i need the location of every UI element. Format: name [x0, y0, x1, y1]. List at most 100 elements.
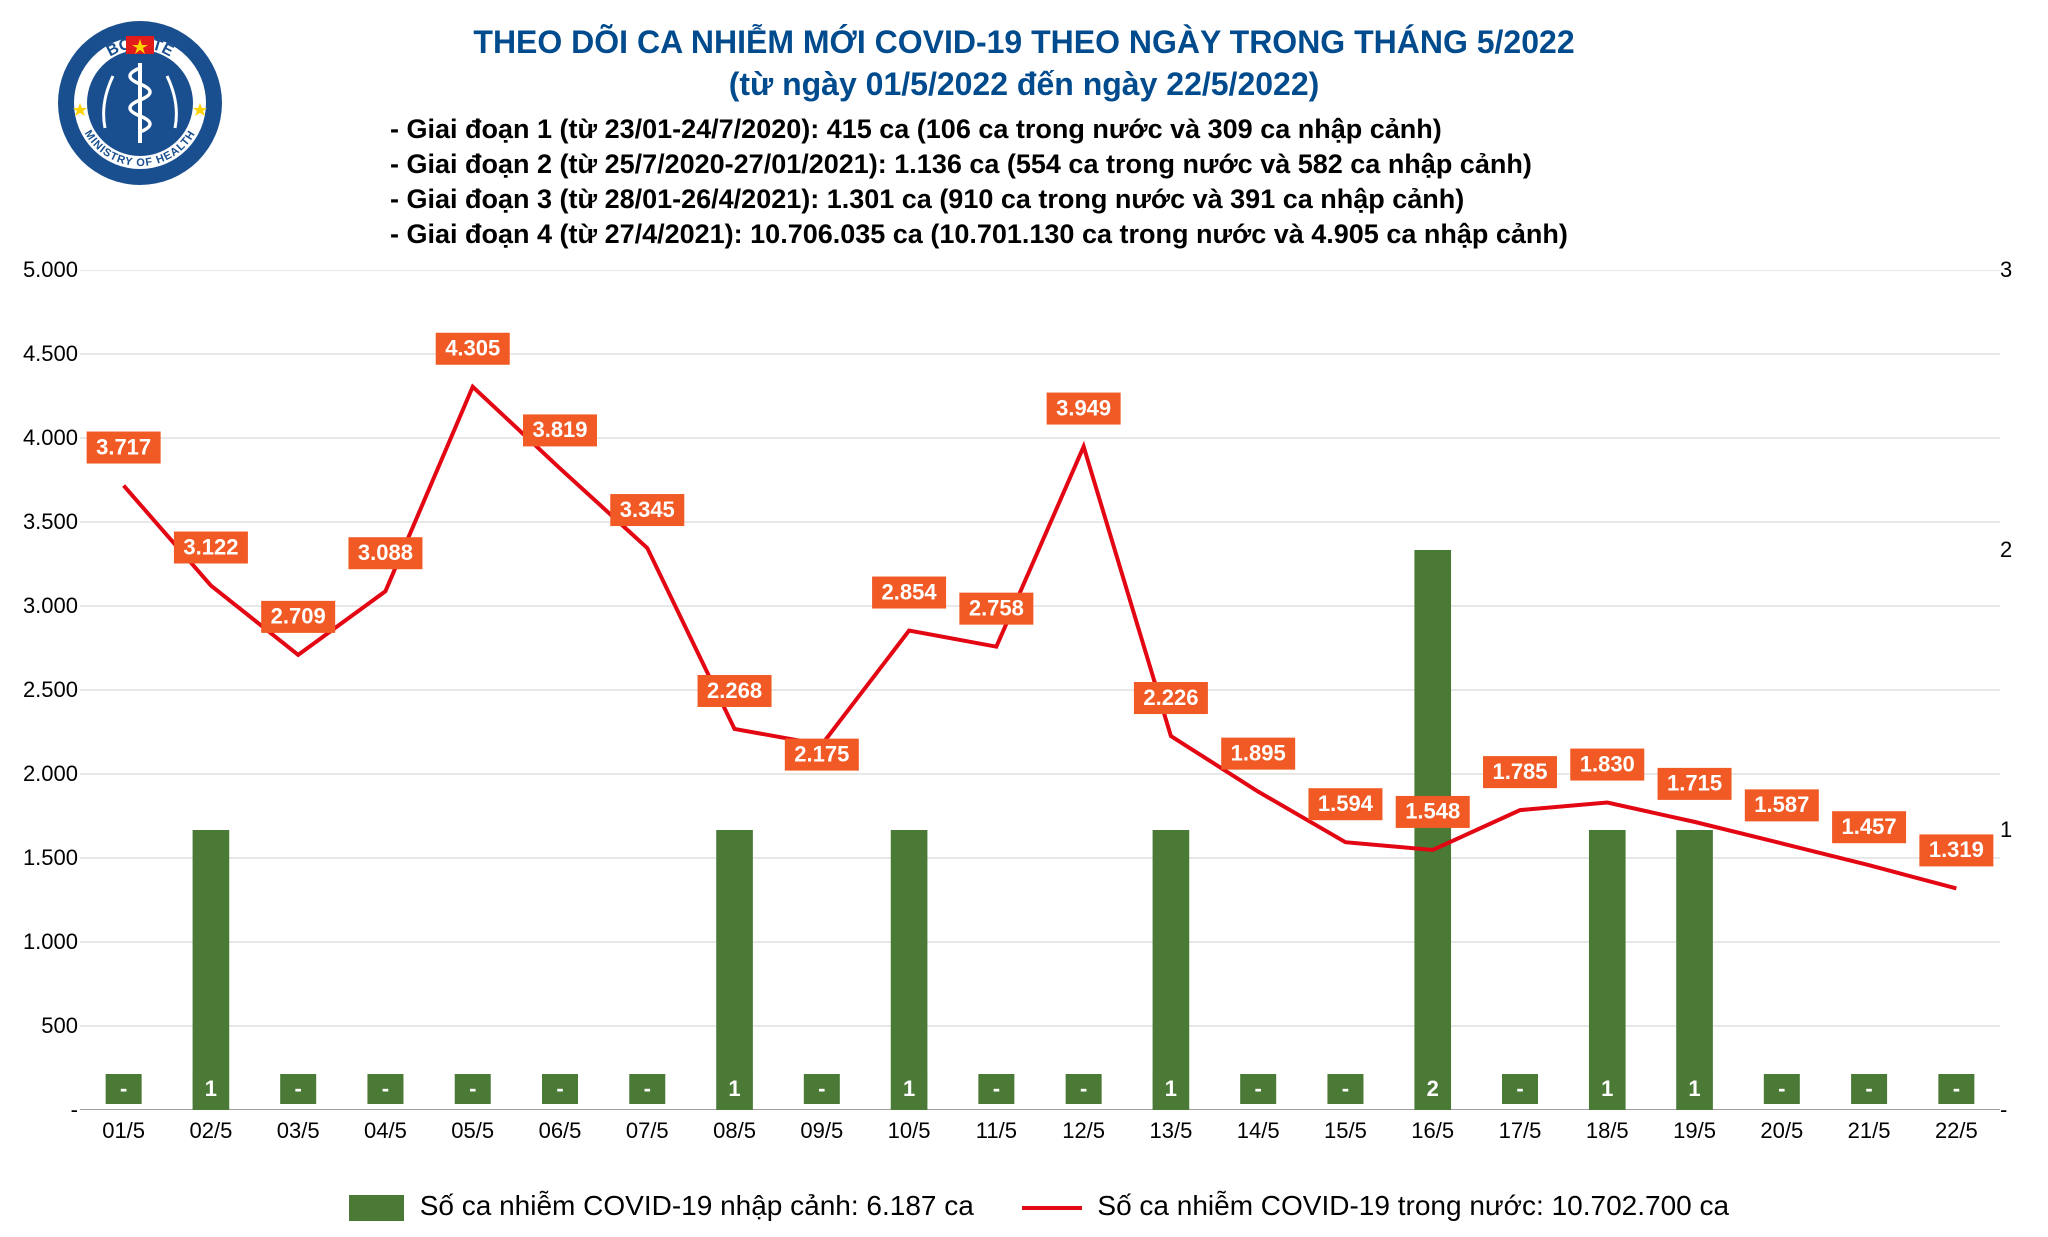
yleft-tick: 4.500	[8, 341, 78, 367]
x-tick: 11/5	[976, 1118, 1017, 1144]
x-tick: 04/5	[364, 1118, 407, 1144]
chart-title: THEO DÕI CA NHIỄM MỚI COVID-19 THEO NGÀY…	[0, 22, 2048, 105]
bar	[1676, 830, 1713, 1110]
bar-label: 1	[1601, 1076, 1613, 1101]
x-tick: 01/5	[102, 1118, 145, 1144]
y-axis-left: -5001.0001.5002.0002.5003.0003.5004.0004…	[8, 270, 78, 1110]
x-tick: 06/5	[539, 1118, 582, 1144]
line-label: 3.088	[358, 540, 413, 565]
yright-tick: 3	[2000, 257, 2040, 283]
bar	[716, 830, 753, 1110]
line-label: 1.548	[1405, 799, 1460, 824]
line-label: 1.785	[1492, 759, 1547, 784]
line-label: 1.594	[1318, 791, 1374, 816]
x-tick: 17/5	[1499, 1118, 1542, 1144]
line-label: 1.895	[1231, 740, 1286, 765]
bar-label: 1	[1165, 1076, 1177, 1101]
line-label: 2.268	[707, 678, 762, 703]
x-tick: 07/5	[626, 1118, 669, 1144]
legend-bar-swatch	[349, 1195, 404, 1221]
line-label: 3.949	[1056, 395, 1111, 420]
chart-root: BỘ Y TẾ MINISTRY OF HEALTH THEO DÕI CA N…	[0, 0, 2048, 1237]
line-label: 1.319	[1929, 837, 1984, 862]
x-tick: 09/5	[800, 1118, 843, 1144]
line-label: 2.226	[1143, 685, 1198, 710]
x-tick: 13/5	[1149, 1118, 1192, 1144]
yright-tick: 2	[2000, 537, 2040, 563]
legend-line-swatch	[1022, 1206, 1082, 1210]
stage-2: - Giai đoạn 2 (từ 25/7/2020-27/01/2021):…	[390, 147, 1568, 182]
x-tick: 19/5	[1673, 1118, 1716, 1144]
bar	[1589, 830, 1626, 1110]
bar-label: 1	[205, 1076, 217, 1101]
bar-label: -	[469, 1076, 476, 1101]
bar-label: -	[120, 1076, 127, 1101]
line-label: 4.305	[445, 336, 500, 361]
line-series	[124, 387, 1957, 889]
bar	[193, 830, 230, 1110]
bar-label: 1	[728, 1076, 740, 1101]
x-tick: 05/5	[451, 1118, 494, 1144]
bar-label: -	[382, 1076, 389, 1101]
bar-label: -	[1865, 1076, 1872, 1101]
line-label: 1.715	[1667, 771, 1722, 796]
x-axis: 01/5 02/5 03/5 04/5 05/5 06/5 07/5 08/5 09/5 10/5…	[80, 1118, 2000, 1148]
bar-label: -	[1953, 1076, 1960, 1101]
x-tick: 21/5	[1848, 1118, 1891, 1144]
x-tick: 18/5	[1586, 1118, 1629, 1144]
line-label: 3.345	[620, 497, 675, 522]
bar-label: -	[1342, 1076, 1349, 1101]
x-tick: 12/5	[1062, 1118, 1105, 1144]
title-line-2: (từ ngày 01/5/2022 đến ngày 22/5/2022)	[0, 64, 2048, 106]
line-label: 2.854	[882, 579, 938, 604]
bar-label: -	[993, 1076, 1000, 1101]
x-tick: 03/5	[277, 1118, 320, 1144]
bar	[1153, 830, 1190, 1110]
x-tick: 15/5	[1324, 1118, 1367, 1144]
line-label: 1.457	[1842, 814, 1897, 839]
yright-tick: -	[2000, 1097, 2040, 1123]
yleft-tick: 2.000	[8, 761, 78, 787]
yleft-tick: 4.000	[8, 425, 78, 451]
title-line-1: THEO DÕI CA NHIỄM MỚI COVID-19 THEO NGÀY…	[0, 22, 2048, 64]
yleft-tick: 3.500	[8, 509, 78, 535]
yright-tick: 1	[2000, 817, 2040, 843]
x-tick: 14/5	[1237, 1118, 1280, 1144]
bar-label: -	[556, 1076, 563, 1101]
legend-line-text: Số ca nhiễm COVID-19 trong nước: 10.702.…	[1097, 1190, 1729, 1221]
bar-label: -	[1778, 1076, 1785, 1101]
yleft-tick: -	[8, 1097, 78, 1123]
line-label: 2.758	[969, 595, 1024, 620]
bar	[1414, 550, 1451, 1110]
yleft-tick: 1.000	[8, 929, 78, 955]
yleft-tick: 5.000	[8, 257, 78, 283]
stage-1: - Giai đoạn 1 (từ 23/01-24/7/2020): 415 …	[390, 112, 1568, 147]
x-tick: 16/5	[1411, 1118, 1454, 1144]
bar-label: -	[295, 1076, 302, 1101]
bar-label: 1	[903, 1076, 915, 1101]
line-label: 1.587	[1754, 792, 1809, 817]
stage-notes: - Giai đoạn 1 (từ 23/01-24/7/2020): 415 …	[390, 112, 1568, 252]
x-tick: 22/5	[1935, 1118, 1978, 1144]
x-tick: 02/5	[189, 1118, 232, 1144]
bar-label: -	[1516, 1076, 1523, 1101]
yleft-tick: 1.500	[8, 845, 78, 871]
legend: Số ca nhiễm COVID-19 nhập cảnh: 6.187 ca…	[0, 1190, 2048, 1222]
line-label: 3.122	[183, 534, 238, 559]
line-label: 1.830	[1580, 751, 1635, 776]
bar-label: 1	[1688, 1076, 1700, 1101]
x-tick: 08/5	[713, 1118, 756, 1144]
line-label: 2.175	[794, 741, 849, 766]
x-tick: 10/5	[888, 1118, 931, 1144]
stage-3: - Giai đoạn 3 (từ 28/01-26/4/2021): 1.30…	[390, 182, 1568, 217]
yleft-tick: 500	[8, 1013, 78, 1039]
bar-label: -	[1255, 1076, 1262, 1101]
yleft-tick: 3.000	[8, 593, 78, 619]
legend-bar-text: Số ca nhiễm COVID-19 nhập cảnh: 6.187 ca	[420, 1190, 974, 1221]
x-tick: 20/5	[1760, 1118, 1803, 1144]
yleft-tick: 2.500	[8, 677, 78, 703]
bar	[891, 830, 928, 1110]
line-label: 2.709	[271, 604, 326, 629]
line-label: 3.717	[96, 434, 151, 459]
y-axis-right: -123	[2000, 270, 2040, 1110]
